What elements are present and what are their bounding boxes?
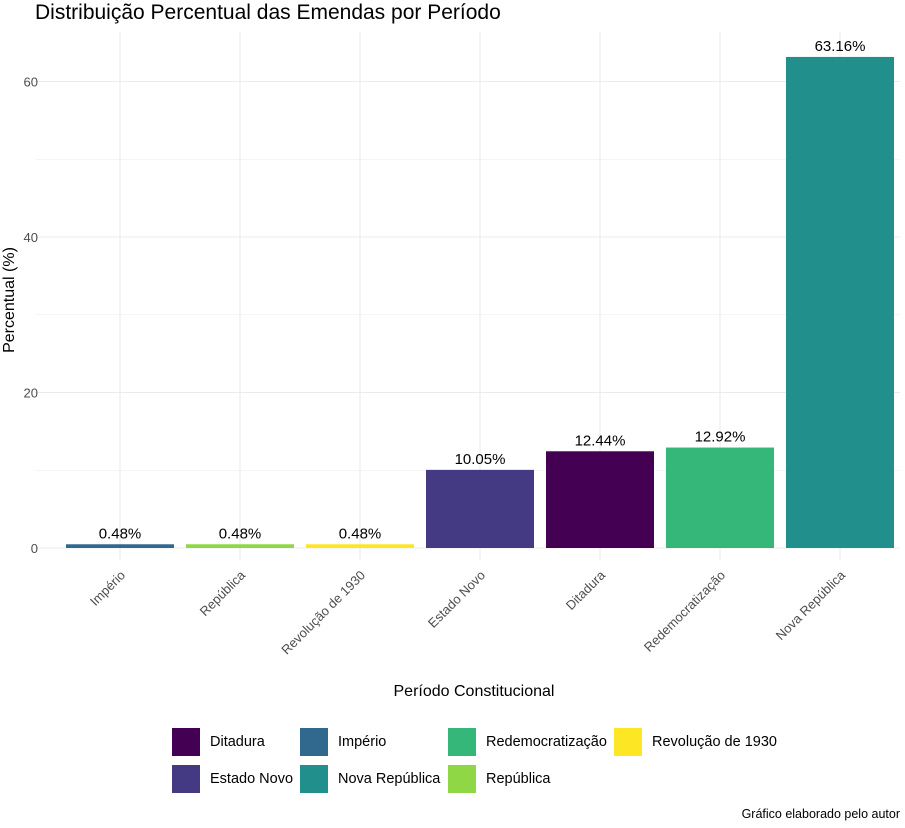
bar-value-label: 0.48% (339, 525, 382, 542)
bar-value-label: 12.92% (695, 429, 746, 446)
legend-item: Nova República (300, 765, 440, 793)
bar-value-label: 63.16% (815, 38, 866, 55)
bar (786, 56, 894, 548)
legend-label: Nova República (338, 771, 441, 787)
bar-value-label: 10.05% (455, 451, 506, 468)
bar (546, 451, 654, 548)
legend-label: Império (338, 734, 387, 750)
legend-swatch (300, 728, 328, 756)
x-tick-label: Nova República (773, 567, 849, 643)
legend-swatch (614, 728, 642, 756)
legend-swatch (172, 728, 200, 756)
x-tick-label: Ditadura (563, 567, 609, 613)
legend-label: Ditadura (210, 734, 265, 750)
legend-swatch (448, 765, 476, 793)
bar-value-label: 12.44% (575, 432, 626, 449)
bar (66, 544, 174, 548)
legend-swatch (300, 765, 328, 793)
x-axis-title: Período Constitucional (394, 683, 555, 700)
legend-item: Redemocratização (448, 728, 607, 756)
legend-item: República (448, 765, 551, 793)
y-tick-label: 40 (24, 230, 38, 245)
chart-plot: 0.48% 0.48% 0.48%10.05%12.44% 12.92%63.16% … (1, 32, 900, 700)
bar (666, 447, 774, 548)
legend-item: Estado Novo (172, 765, 293, 793)
x-tick-label: Estado Novo (425, 568, 488, 631)
x-tick-label: República (197, 567, 249, 619)
bar (426, 469, 534, 548)
x-tick-label: Redemocratização (641, 568, 728, 655)
y-tick-label: 0 (31, 541, 38, 556)
bar (306, 544, 414, 548)
legend-swatch (172, 765, 200, 793)
chart-caption: Gráfico elaborado pelo autor (741, 807, 900, 821)
chart-title: Distribuição Percentual das Emendas por … (35, 1, 501, 24)
y-axis-title: Percentual (%) (1, 247, 18, 353)
y-tick-label: 20 (24, 386, 38, 401)
legend-label: Estado Novo (210, 771, 294, 787)
legend-item: Império (300, 728, 386, 756)
x-tick-label: Império (87, 568, 128, 609)
bar-value-label: 0.48% (219, 525, 262, 542)
legend-swatch (448, 728, 476, 756)
legend-label: República (486, 771, 551, 787)
legend-label: Redemocratização (486, 734, 607, 750)
y-tick-label: 60 (24, 75, 38, 90)
legend-item: Revolução de 1930 (614, 728, 777, 756)
legend-label: Revolução de 1930 (652, 734, 777, 750)
x-tick-label: Revolução de 1930 (278, 568, 368, 658)
bar-value-label: 0.48% (99, 525, 142, 542)
legend-item: Ditadura (172, 728, 265, 756)
bar (186, 544, 294, 548)
